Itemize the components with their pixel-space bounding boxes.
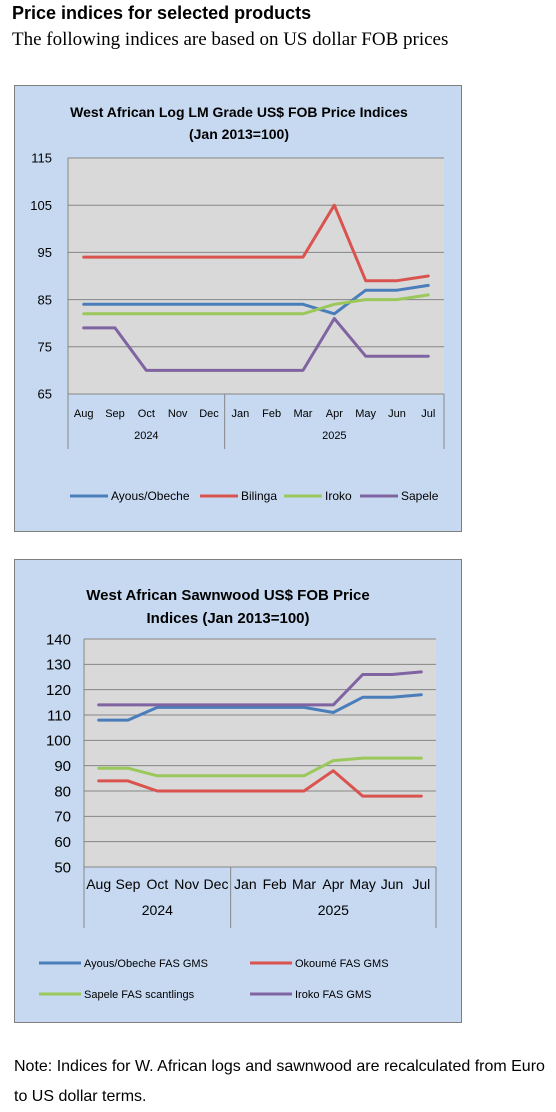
page-subheading: The following indices are based on US do… xyxy=(12,29,449,50)
sawnwood-price-index-chart: West African Sawnwood US$ FOB Price Indic… xyxy=(14,559,462,1023)
x-tick-label: May xyxy=(355,408,376,420)
y-tick-label: 105 xyxy=(30,198,52,213)
legend-label: Sapele xyxy=(401,489,439,503)
y-tick-label: 85 xyxy=(38,292,52,307)
x-tick-label: May xyxy=(349,876,375,892)
x-tick-label: Sep xyxy=(116,876,141,892)
x-tick-label: Feb xyxy=(263,876,287,892)
series-line-okoum-fas-gms xyxy=(97,769,423,798)
series-line-bilinga xyxy=(82,203,430,283)
chart-title: West African Sawnwood US$ FOB Price xyxy=(86,587,369,604)
legend-label: Sapele FAS scantlings xyxy=(84,989,195,1001)
footnote: Note: Indices for W. African logs and sa… xyxy=(14,1058,545,1105)
x-tick-label: Aug xyxy=(86,876,111,892)
y-tick-label: 60 xyxy=(54,834,71,851)
x-tick-label: Dec xyxy=(204,876,229,892)
x-tick-label: Jan xyxy=(234,876,257,892)
y-tick-label: 75 xyxy=(38,339,52,354)
page-heading: Price indices for selected products xyxy=(12,3,312,23)
legend-label: Okoumé FAS GMS xyxy=(295,958,389,970)
legend-label: Ayous/Obeche xyxy=(111,489,190,503)
y-tick-label: 100 xyxy=(46,733,71,750)
year-group-label: 2025 xyxy=(322,430,346,442)
chart-title: Indices (Jan 2013=100) xyxy=(146,610,309,627)
year-group-label: 2024 xyxy=(134,430,158,442)
x-tick-label: Apr xyxy=(326,408,343,420)
series-line-sapele-fas-scantlings xyxy=(97,756,423,778)
y-tick-label: 115 xyxy=(31,151,52,166)
y-tick-label: 110 xyxy=(47,707,71,724)
x-tick-label: Dec xyxy=(199,408,219,420)
y-tick-label: 95 xyxy=(38,245,52,260)
x-tick-label: Jan xyxy=(231,408,249,420)
plot-area xyxy=(68,158,444,394)
legend-label: Ayous/Obeche FAS GMS xyxy=(84,958,208,970)
y-tick-label: 65 xyxy=(38,387,52,402)
x-tick-label: Jun xyxy=(381,876,404,892)
plot-area xyxy=(84,639,436,867)
x-tick-label: Oct xyxy=(146,876,168,892)
series-line-sapele xyxy=(82,317,430,372)
x-tick-label: Nov xyxy=(168,408,188,420)
legend-label: Iroko xyxy=(325,489,352,503)
y-tick-label: 50 xyxy=(54,859,71,876)
series-line-iroko-fas-gms xyxy=(97,670,423,707)
y-tick-label: 70 xyxy=(54,809,71,826)
legend-label: Bilinga xyxy=(241,489,277,503)
y-tick-label: 140 xyxy=(46,631,71,648)
year-group-label: 2024 xyxy=(142,902,173,918)
x-tick-label: Sep xyxy=(105,408,125,420)
x-tick-label: Jul xyxy=(421,408,435,420)
x-tick-label: Aug xyxy=(74,408,94,420)
series-line-ayous-obeche xyxy=(82,283,430,316)
legend-label: Iroko FAS GMS xyxy=(295,989,371,1001)
x-tick-label: Mar xyxy=(292,876,316,892)
x-tick-label: Jul xyxy=(412,876,430,892)
y-tick-label: 120 xyxy=(46,682,71,699)
chart-title: West African Log LM Grade US$ FOB Price … xyxy=(70,104,408,120)
chart-title: (Jan 2013=100) xyxy=(189,126,289,142)
x-tick-label: Jun xyxy=(388,408,406,420)
x-tick-label: Apr xyxy=(322,876,344,892)
series-line-ayous-obeche-fas-gms xyxy=(97,693,423,722)
y-tick-label: 80 xyxy=(54,783,71,800)
year-group-label: 2025 xyxy=(318,902,349,918)
x-tick-label: Mar xyxy=(294,408,313,420)
x-tick-label: Feb xyxy=(262,408,281,420)
x-tick-label: Nov xyxy=(174,876,199,892)
series-line-iroko xyxy=(82,293,430,316)
log-price-index-chart: West African Log LM Grade US$ FOB Price … xyxy=(14,85,462,532)
y-tick-label: 130 xyxy=(46,657,71,674)
y-tick-label: 90 xyxy=(54,758,71,775)
x-tick-label: Oct xyxy=(138,408,155,420)
